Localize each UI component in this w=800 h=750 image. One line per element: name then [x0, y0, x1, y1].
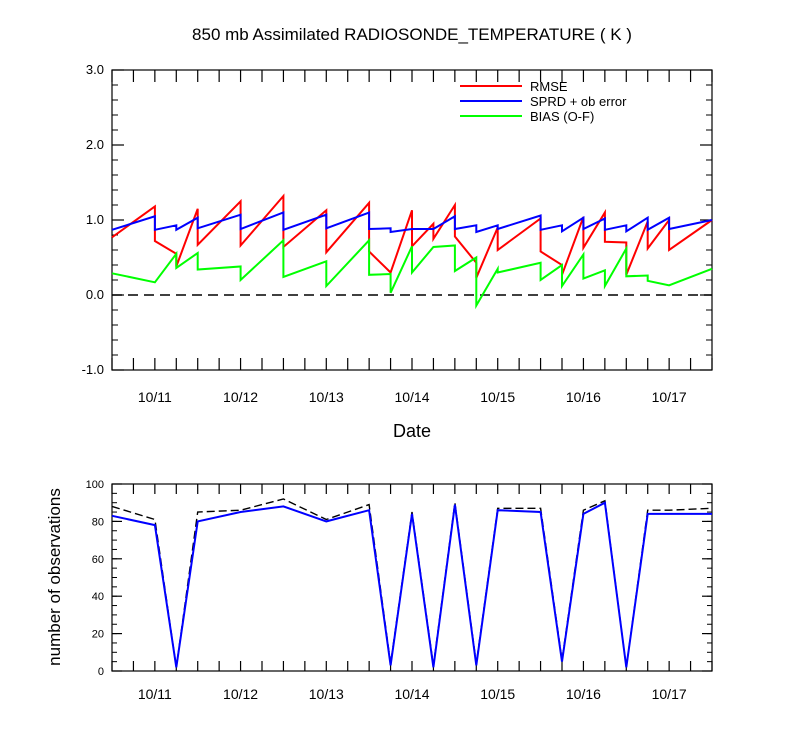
bottom-axes: 10/11 10/12 10/13 10/14 10/15 10/16 10/17 0 20 40… [86, 479, 713, 702]
y-axis-label-observations: number of observations [45, 488, 64, 666]
y-tick-label: 40 [92, 591, 104, 603]
series-line-bias-o-f [111, 237, 713, 310]
y-tick-label: 100 [86, 479, 104, 491]
y-tick-label: 20 [92, 629, 104, 641]
x-tick-label: 10/17 [652, 686, 687, 702]
x-tick-label: 10/15 [480, 389, 515, 405]
series-line-dashed-0 [111, 498, 713, 668]
bottom-chart: 10/11 10/12 10/13 10/14 10/15 10/16 10/17 0 20 40… [45, 479, 713, 702]
y-tick-label: 3.0 [86, 62, 104, 77]
y-tick-label: 60 [92, 554, 104, 566]
bottom-series-group [111, 498, 713, 668]
legend-label: SPRD + ob error [530, 94, 627, 109]
x-tick-label: 10/11 [138, 686, 172, 702]
x-tick-label: 10/13 [309, 389, 344, 405]
x-tick-label: 10/15 [480, 686, 515, 702]
y-tick-label: 1.0 [86, 212, 104, 227]
series-line-sprd-ob-error [111, 211, 713, 234]
x-tick-label: 10/16 [566, 686, 601, 702]
legend-label: BIAS (O-F) [530, 109, 594, 124]
y-tick-label: 0.0 [86, 287, 104, 302]
top-series-group [111, 193, 713, 310]
x-axis-label: Date [393, 421, 431, 441]
series-line-solid-1 [111, 501, 712, 668]
top-axes: 10/11 10/12 10/13 10/14 10/15 10/16 10/17 -1.0 0… [82, 62, 713, 405]
chart-title: 850 mb Assimilated RADIOSONDE_TEMPERATUR… [192, 25, 632, 44]
x-tick-label: 10/11 [138, 389, 172, 405]
x-tick-label: 10/16 [566, 389, 601, 405]
x-tick-label: 10/13 [309, 686, 344, 702]
x-tick-label: 10/14 [394, 389, 429, 405]
y-tick-label: 80 [92, 516, 104, 528]
y-tick-label: -1.0 [82, 362, 104, 377]
x-tick-label: 10/17 [652, 389, 687, 405]
x-tick-label: 10/12 [223, 686, 258, 702]
legend-label: RMSE [530, 79, 568, 94]
y-tick-label: 2.0 [86, 137, 104, 152]
x-tick-label: 10/12 [223, 389, 258, 405]
y-tick-label: 0 [98, 666, 104, 678]
top-chart: 850 mb Assimilated RADIOSONDE_TEMPERATUR… [82, 25, 713, 441]
x-tick-label: 10/14 [394, 686, 429, 702]
series-line-rmse [111, 193, 713, 279]
